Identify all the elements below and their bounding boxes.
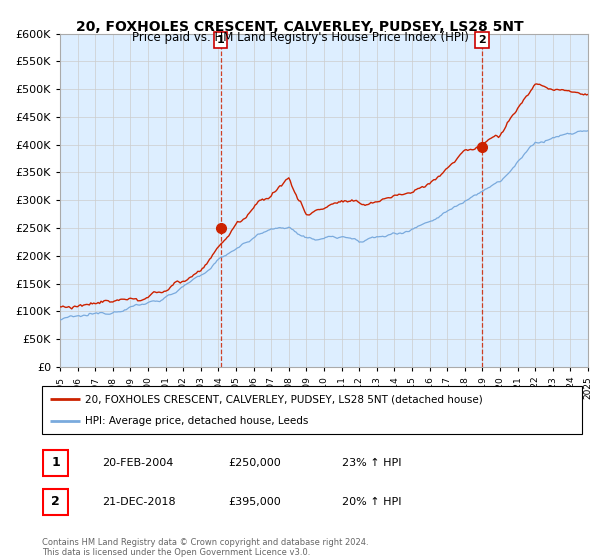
Text: 20-FEB-2004: 20-FEB-2004: [102, 458, 173, 468]
Text: 2: 2: [478, 35, 486, 45]
Text: 2: 2: [51, 495, 60, 508]
Text: £250,000: £250,000: [228, 458, 281, 468]
Text: Price paid vs. HM Land Registry's House Price Index (HPI): Price paid vs. HM Land Registry's House …: [131, 31, 469, 44]
Text: Contains HM Land Registry data © Crown copyright and database right 2024.
This d: Contains HM Land Registry data © Crown c…: [42, 538, 368, 557]
FancyBboxPatch shape: [43, 450, 68, 475]
Text: 20, FOXHOLES CRESCENT, CALVERLEY, PUDSEY, LS28 5NT (detached house): 20, FOXHOLES CRESCENT, CALVERLEY, PUDSEY…: [85, 394, 483, 404]
Text: 21-DEC-2018: 21-DEC-2018: [102, 497, 176, 507]
FancyBboxPatch shape: [43, 489, 68, 515]
FancyBboxPatch shape: [42, 386, 582, 434]
Text: 1: 1: [217, 35, 224, 45]
Text: 1: 1: [51, 456, 60, 469]
Text: 23% ↑ HPI: 23% ↑ HPI: [342, 458, 401, 468]
Text: 20% ↑ HPI: 20% ↑ HPI: [342, 497, 401, 507]
Text: HPI: Average price, detached house, Leeds: HPI: Average price, detached house, Leed…: [85, 416, 308, 426]
Text: 20, FOXHOLES CRESCENT, CALVERLEY, PUDSEY, LS28 5NT: 20, FOXHOLES CRESCENT, CALVERLEY, PUDSEY…: [76, 20, 524, 34]
Text: £395,000: £395,000: [228, 497, 281, 507]
